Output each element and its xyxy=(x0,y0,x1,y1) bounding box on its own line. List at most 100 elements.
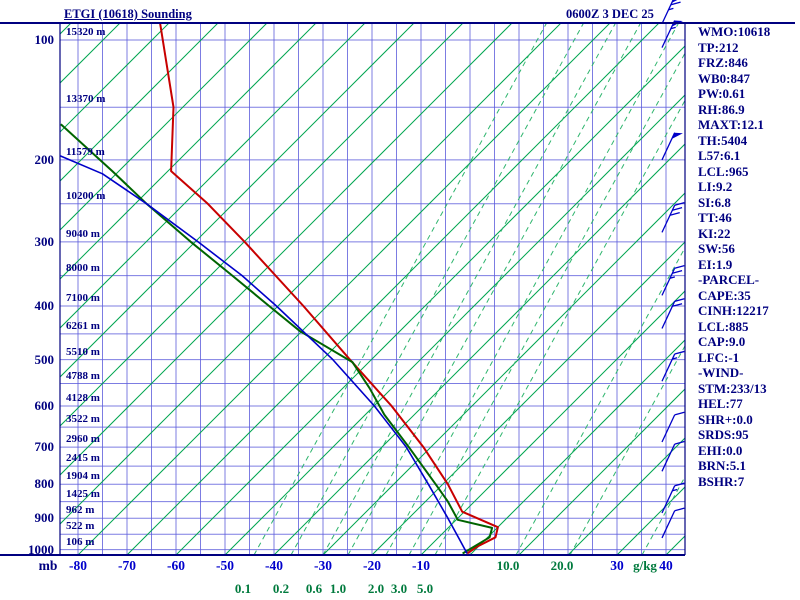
adiabat-line xyxy=(60,23,268,231)
stat-line: LCL:965 xyxy=(698,163,749,179)
mixing-ratio-line xyxy=(385,23,680,555)
stat-line: CAP:9.0 xyxy=(698,334,746,349)
stat-line: -WIND- xyxy=(698,365,744,380)
page-title: ETGI (10618) Sounding xyxy=(64,7,192,21)
height-label: 5510 m xyxy=(66,345,100,358)
height-label: 962 m xyxy=(66,504,95,517)
stat-line: LFC:-1 xyxy=(698,349,740,365)
mixing-ratio-label: 0.1 xyxy=(234,581,252,596)
adiabat-line xyxy=(322,192,685,555)
pressure-label: 1000 xyxy=(28,541,54,557)
temp-tick-label: -30 xyxy=(314,558,332,573)
pressure-label: 400 xyxy=(34,298,55,314)
stat-line: WB0:847 xyxy=(698,70,750,86)
adiabat-line xyxy=(175,45,685,555)
stat-line: LCL:885 xyxy=(698,318,749,334)
adiabat-line xyxy=(60,23,219,182)
stat-line: STM:233/13 xyxy=(698,380,767,396)
height-label: 13370 m xyxy=(66,93,106,106)
mixing-ratio-label: 20.0 xyxy=(550,558,574,573)
temperature-gridlines xyxy=(77,23,667,555)
wind-barb xyxy=(661,298,685,329)
mixing-ratio-line xyxy=(569,344,685,555)
height-label: 4128 m xyxy=(66,391,100,404)
adiabat-line xyxy=(60,23,464,427)
stats-panel: WMO:10618 TP:212 FRZ:846 WB0:847 PW:0.61 RH:8… xyxy=(698,24,798,489)
adiabat-line xyxy=(469,339,685,555)
adiabat-line xyxy=(567,437,685,555)
pressure-label: 300 xyxy=(34,233,55,249)
temp-tick-label: -10 xyxy=(412,558,430,573)
mixing-ratio-lines xyxy=(253,23,685,555)
stat-line: TP:212 xyxy=(698,39,739,55)
temp-tick-label: 40 xyxy=(659,558,673,573)
mixing-ratio-line xyxy=(515,246,685,555)
height-label: 2960 m xyxy=(66,433,100,446)
adiabat-line xyxy=(60,23,513,476)
stat-line: BSHR:7 xyxy=(698,473,745,489)
mixing-ratio-line xyxy=(253,23,548,555)
temp-tick-label: -20 xyxy=(363,558,381,573)
adiabat-line xyxy=(60,23,317,280)
height-label: 8000 m xyxy=(66,261,100,274)
adiabat-line xyxy=(126,23,660,555)
height-label: 3522 m xyxy=(66,413,100,426)
wind-barb xyxy=(661,440,685,472)
height-label: 4788 m xyxy=(66,369,100,382)
adiabat-line xyxy=(60,23,170,133)
pressure-label: 500 xyxy=(34,351,55,367)
stat-line: SI:6.8 xyxy=(698,194,731,210)
height-label: 2415 m xyxy=(66,452,100,465)
height-label: 9040 m xyxy=(66,227,100,240)
stat-line: EI:1.9 xyxy=(698,256,733,272)
unit-mb-label: mb xyxy=(38,558,58,573)
stat-line: EHI:0.0 xyxy=(698,442,743,458)
parcel-profile-line xyxy=(60,154,468,554)
stat-line: -PARCEL- xyxy=(698,272,760,287)
pressure-label: 800 xyxy=(34,476,55,492)
stat-line: MAXT:12.1 xyxy=(698,117,764,132)
height-label: 106 m xyxy=(66,535,95,548)
profiles xyxy=(60,23,499,555)
title-rule xyxy=(0,22,795,24)
mixing-ratio-label: 0.6 xyxy=(305,581,323,596)
temp-tick-label: -40 xyxy=(265,558,283,573)
wind-barb xyxy=(661,350,685,382)
stat-line: SHR+:0.0 xyxy=(698,411,753,427)
stat-line: RH:86.9 xyxy=(698,101,745,117)
mixing-ratio-label: 2.0 xyxy=(367,581,385,596)
height-label: 10200 m xyxy=(66,189,106,202)
wind-barb xyxy=(661,264,685,296)
height-label: 6261 m xyxy=(66,319,100,332)
stat-line: SW:56 xyxy=(698,241,735,256)
wind-barb xyxy=(661,132,683,161)
pressure-label: 200 xyxy=(34,151,55,167)
wind-barbs xyxy=(661,0,685,539)
adiabat-line xyxy=(420,290,685,555)
adiabat-line xyxy=(273,143,685,555)
wind-barb xyxy=(661,0,681,25)
pressure-label: 600 xyxy=(34,397,55,413)
mixing-ratio-line xyxy=(347,23,642,555)
pressure-label: 100 xyxy=(34,31,55,47)
mixing-ratio-label: 3.0 xyxy=(390,581,408,596)
temp-tick-label: -50 xyxy=(216,558,234,573)
height-label: 1904 m xyxy=(66,470,100,483)
stat-line: WMO:10618 xyxy=(698,24,771,39)
adiabat-line xyxy=(371,241,685,555)
height-label: 1425 m xyxy=(66,487,100,500)
temp-tick-label: 30 xyxy=(610,558,624,573)
height-label: 15320 m xyxy=(66,25,106,38)
adiabat-line xyxy=(77,23,611,555)
wind-barb xyxy=(661,201,685,233)
stat-line: KI:22 xyxy=(698,225,731,241)
adiabat-line xyxy=(60,23,366,329)
mixing-ratio-label: g/kg xyxy=(633,558,657,573)
pressure-label: 700 xyxy=(34,439,55,455)
adiabat-line xyxy=(518,388,685,555)
stat-line: TT:46 xyxy=(698,210,732,225)
dewpoint-profile-line xyxy=(60,123,494,555)
stat-line: L57:6.1 xyxy=(698,148,741,163)
adiabat-lines xyxy=(60,23,685,555)
